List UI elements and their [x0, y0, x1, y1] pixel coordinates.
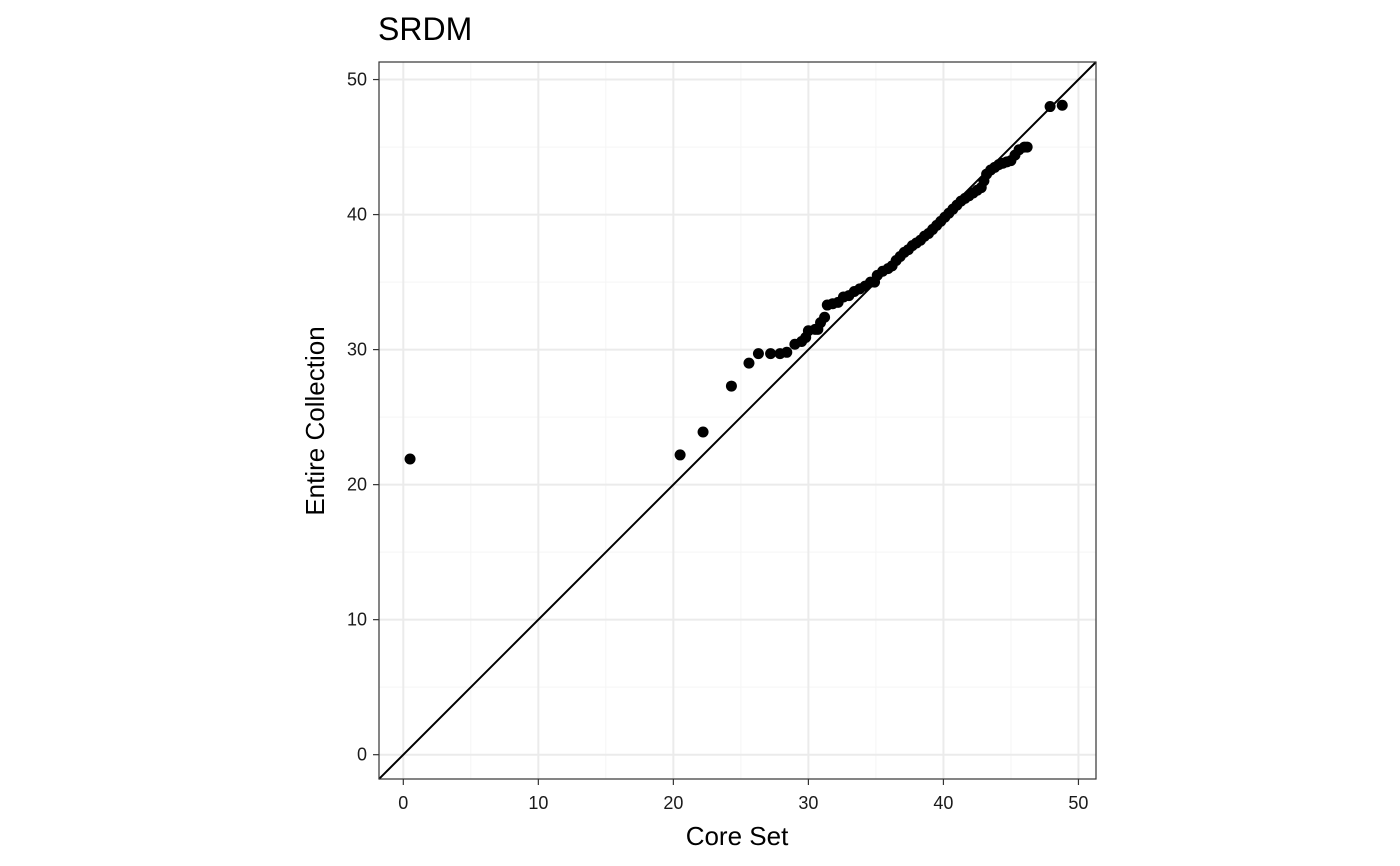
panel-border	[378, 61, 1097, 780]
y-tick-label: 50	[347, 70, 367, 90]
x-tick-label: 50	[1068, 793, 1088, 813]
x-tick-label: 0	[398, 793, 408, 813]
x-tick-label: 10	[528, 793, 548, 813]
chart-title: SRDM	[378, 11, 472, 47]
y-axis-title: Entire Collection	[300, 326, 330, 515]
y-tick-label: 10	[347, 610, 367, 630]
y-tick-label: 20	[347, 475, 367, 495]
data-point	[781, 346, 793, 358]
data-point	[404, 453, 416, 465]
data-point	[697, 426, 709, 438]
grid	[379, 62, 1096, 779]
data-point	[819, 311, 831, 323]
data-point	[765, 348, 777, 360]
scatter-points	[404, 99, 1068, 465]
data-point	[1056, 99, 1068, 111]
y-tick-label: 30	[347, 340, 367, 360]
data-point	[752, 348, 764, 360]
x-tick-label: 30	[798, 793, 818, 813]
data-point	[725, 380, 737, 392]
y-axis: 0 10 20 30 40 50	[347, 70, 379, 765]
y-tick-label: 0	[357, 745, 367, 765]
identity-line	[378, 61, 1097, 780]
y-tick-label: 40	[347, 205, 367, 225]
reference-line	[378, 61, 1097, 780]
x-axis: 0 10 20 30 40 50	[398, 779, 1088, 813]
x-tick-label: 20	[663, 793, 683, 813]
x-tick-label: 40	[933, 793, 953, 813]
data-point	[1044, 101, 1056, 113]
data-point	[674, 449, 686, 461]
data-point	[1021, 141, 1033, 153]
x-axis-title: Core Set	[686, 821, 789, 851]
data-point	[743, 357, 755, 369]
